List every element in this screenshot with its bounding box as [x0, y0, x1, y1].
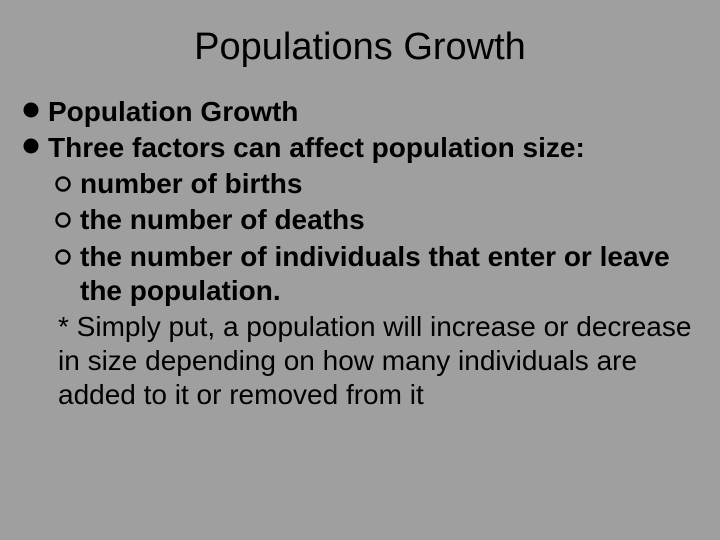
circle-bullet-icon	[54, 167, 80, 193]
slide-body: Population Growth Three factors can affe…	[20, 95, 700, 412]
list-item-text: Population Growth	[48, 95, 700, 129]
list-item-text: the number of individuals that enter or …	[80, 240, 700, 308]
circle-bullet-icon	[54, 203, 80, 229]
list-item: Three factors can affect population size…	[22, 131, 700, 165]
footnote-text: * Simply put, a population will increase…	[58, 310, 700, 412]
list-item: number of births	[54, 167, 700, 201]
list-item-text: the number of deaths	[80, 203, 700, 237]
list-item: Population Growth	[22, 95, 700, 129]
list-item: the number of deaths	[54, 203, 700, 237]
disc-bullet-icon	[22, 95, 48, 119]
circle-bullet-icon	[54, 240, 80, 266]
list-item-text: number of births	[80, 167, 700, 201]
list-item: the number of individuals that enter or …	[54, 240, 700, 308]
slide-title: Populations Growth	[20, 26, 700, 69]
list-item-text: Three factors can affect population size…	[48, 131, 700, 165]
slide: Populations Growth Population Growth Thr…	[0, 0, 720, 540]
disc-bullet-icon	[22, 131, 48, 155]
